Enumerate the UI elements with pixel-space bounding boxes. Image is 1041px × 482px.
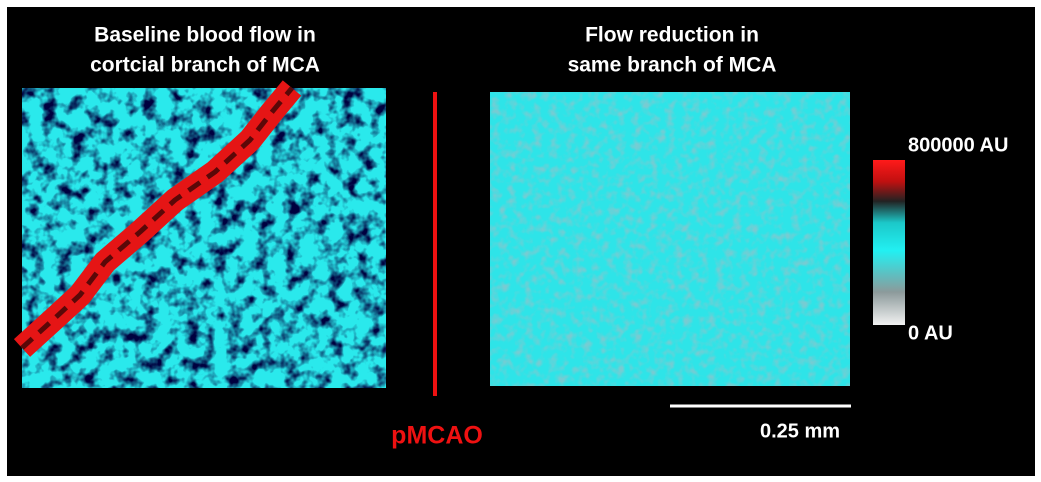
panel-title: Flow reduction in bbox=[585, 24, 759, 47]
colorbar bbox=[873, 160, 905, 325]
baseline-image bbox=[13, 80, 386, 388]
divider-label: pMCAO bbox=[391, 422, 483, 450]
panel-title: same branch of MCA bbox=[568, 54, 777, 77]
panel-title: Baseline blood flow in bbox=[94, 24, 316, 47]
panel-title: cortcial branch of MCA bbox=[90, 54, 320, 77]
colorbar-min-label: 0 AU bbox=[908, 322, 953, 344]
scale-bar-label: 0.25 mm bbox=[760, 420, 840, 442]
colorbar-max-label: 800000 AU bbox=[908, 134, 1008, 156]
reduced-flow-image bbox=[490, 92, 850, 386]
